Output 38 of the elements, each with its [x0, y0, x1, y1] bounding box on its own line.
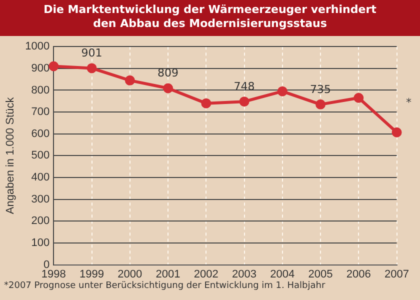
y-tick-label: 600 — [31, 128, 50, 140]
x-tick-label: 2001 — [156, 268, 180, 280]
point — [48, 61, 59, 72]
y-tick-label: 800 — [31, 84, 50, 96]
x-tick-label: 2003 — [232, 268, 257, 280]
point — [163, 83, 174, 94]
x-tick-label: 1999 — [80, 268, 104, 280]
x-tick-label: 2004 — [270, 268, 295, 280]
y-axis-title: Angaben in 1.000 Stück — [4, 96, 17, 214]
y-tick-label: 700 — [31, 106, 50, 118]
chart-title: Die Marktentwicklung der Wärmeerzeuger verhindert den Abbau des Modernisierungsstaus — [0, 0, 420, 36]
text: * — [406, 96, 412, 109]
data-label: 748 — [234, 80, 255, 93]
y-tick-label: 200 — [31, 215, 50, 228]
x-tick-label: 2006 — [346, 268, 371, 280]
y-tick-label: 900 — [31, 62, 50, 74]
y-tick-label: 300 — [31, 193, 50, 206]
point — [354, 92, 364, 103]
y-tick-label: 0 — [44, 258, 50, 271]
x-tick-label: 2000 — [118, 268, 142, 280]
y-tick-label: 400 — [31, 172, 50, 184]
x-tick-label: 2005 — [308, 268, 333, 280]
x-tick-label: 2002 — [194, 268, 218, 280]
point — [239, 96, 250, 107]
point — [86, 63, 97, 74]
text: *2007 Prognose unter Berücksichtigung der Entwicklung im 1. Halbjahr — [4, 281, 326, 291]
data-label: 809 — [158, 66, 179, 80]
point — [277, 86, 288, 96]
y-tick-label: 1000 — [25, 40, 50, 53]
y-tick-label: 500 — [31, 150, 50, 162]
point — [392, 127, 402, 138]
point — [124, 75, 135, 86]
x-tick-label: 2007 — [384, 268, 410, 280]
data-label: 901 — [81, 46, 102, 60]
x-tick-label: 1998 — [41, 268, 66, 280]
point — [316, 99, 326, 110]
point — [201, 98, 212, 108]
y-tick-label: 100 — [31, 237, 50, 250]
